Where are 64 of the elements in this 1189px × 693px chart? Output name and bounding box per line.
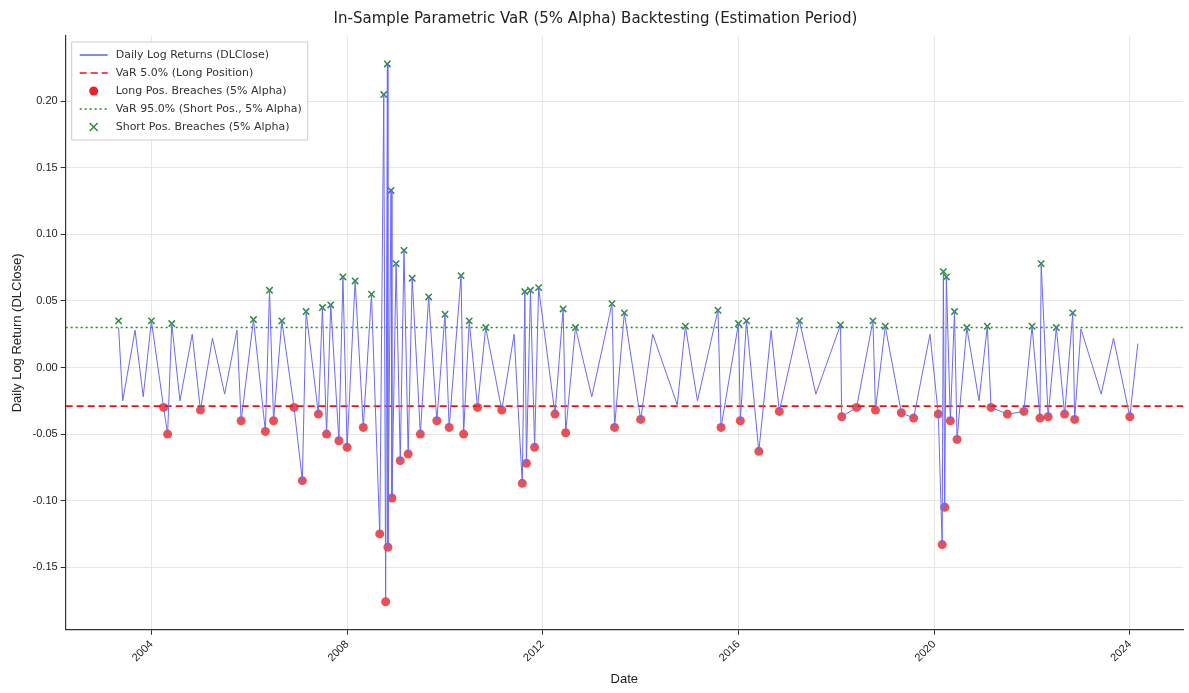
y-tick-label: 0.05 [36, 293, 58, 306]
point [318, 303, 327, 312]
point [1052, 323, 1061, 332]
point [387, 186, 395, 195]
y-tick-label: -0.05 [32, 427, 58, 440]
point [167, 319, 176, 328]
legend-label: Long Pos. Breaches (5% Alpha) [115, 83, 287, 97]
point [400, 246, 408, 255]
point [408, 274, 417, 283]
y-tick-label: 0.10 [36, 227, 58, 240]
point [534, 283, 543, 292]
point [742, 316, 751, 325]
point [383, 60, 392, 68]
point [735, 416, 745, 426]
chart-title: In-Sample Parametric VaR (5% Alpha) Backtesting (Estimation Period) [333, 8, 858, 27]
point [1068, 308, 1077, 317]
point [457, 271, 465, 280]
point [520, 287, 529, 296]
point [147, 316, 156, 325]
point [734, 319, 743, 328]
y-tick-label: 0.20 [36, 94, 58, 107]
point [269, 416, 279, 426]
point [465, 316, 474, 325]
legend-label: VaR 5.0% (Long Position) [115, 65, 254, 79]
point [526, 286, 535, 295]
point [441, 310, 449, 319]
point [681, 322, 690, 331]
point [1028, 322, 1036, 331]
point [869, 316, 877, 325]
point [530, 442, 540, 452]
point [610, 422, 620, 432]
legend-label: VaR 95.0% (Short Pos., 5% Alpha) [115, 101, 302, 115]
y-tick-label: 0.15 [36, 160, 58, 173]
point [714, 306, 722, 315]
point [559, 304, 568, 313]
point [571, 323, 580, 332]
point [277, 316, 286, 325]
point [395, 456, 405, 466]
y-tick-label: 0.00 [36, 360, 58, 373]
point [424, 293, 433, 301]
point [945, 416, 955, 426]
y-tick-label: -0.15 [32, 560, 58, 573]
point [795, 316, 804, 325]
point [249, 315, 258, 324]
point [114, 316, 123, 325]
point [481, 323, 490, 332]
point [1070, 414, 1080, 424]
point [608, 299, 616, 308]
point [351, 277, 360, 285]
point [392, 259, 401, 268]
point [881, 322, 890, 331]
point [265, 286, 274, 295]
x-axis-title: Date [610, 670, 639, 686]
y-axis-title: Daily Log Return (DLClose) [9, 253, 25, 413]
point [339, 273, 347, 281]
legend-label: Short Pos. Breaches (5% Alpha) [115, 119, 290, 133]
legend-label: Daily Log Returns (DLClose) [115, 47, 270, 61]
point [620, 308, 629, 317]
point [836, 320, 845, 329]
point [381, 597, 391, 607]
point [326, 300, 335, 309]
point [962, 323, 971, 332]
point [983, 322, 992, 331]
y-tick-label: -0.10 [32, 493, 58, 506]
